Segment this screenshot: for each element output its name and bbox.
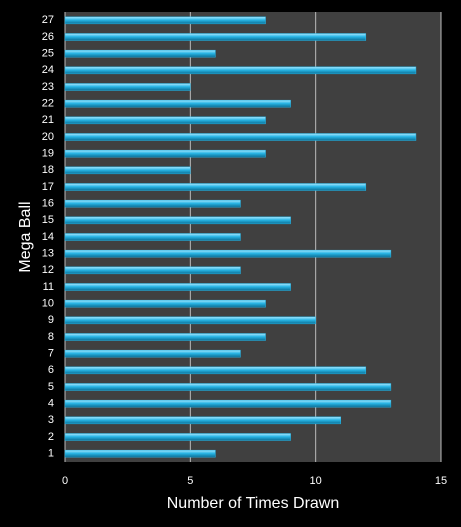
y-tick-label: 2 — [48, 431, 54, 443]
y-tick-label: 24 — [42, 64, 54, 76]
x-tick-label: 15 — [435, 475, 447, 487]
y-tick-label: 15 — [42, 214, 54, 226]
bar — [64, 166, 191, 175]
y-tick-label: 11 — [43, 281, 54, 293]
y-tick-label: 16 — [42, 198, 54, 210]
y-tick-label: 17 — [42, 181, 54, 193]
y-tick-label: 26 — [42, 31, 54, 43]
y-tick-label: 6 — [48, 364, 54, 376]
y-tick-label: 12 — [42, 264, 54, 276]
y-tick-label: 13 — [42, 248, 54, 260]
bar — [64, 116, 266, 125]
bar — [64, 299, 266, 308]
y-tick-label: 18 — [42, 164, 54, 176]
y-tick-label: 7 — [48, 348, 54, 360]
bar — [64, 449, 216, 458]
bar — [64, 383, 392, 391]
bar — [64, 183, 367, 191]
y-axis-title: Mega Ball — [17, 201, 34, 272]
y-tick-label: 10 — [42, 298, 54, 310]
bar — [64, 233, 241, 241]
x-tick-label: 10 — [310, 475, 322, 487]
y-tick-label: 1 — [48, 448, 54, 460]
y-tick-label: 25 — [42, 48, 54, 60]
bar — [64, 99, 291, 108]
bar — [64, 133, 417, 141]
y-tick-label: 23 — [42, 81, 54, 93]
bar — [64, 16, 266, 25]
bar — [64, 283, 291, 291]
bar — [64, 366, 367, 375]
bar — [64, 33, 367, 41]
bar — [64, 333, 266, 341]
y-tick-label: 4 — [48, 398, 54, 410]
bar — [64, 66, 417, 75]
bar — [64, 49, 216, 58]
bar — [64, 316, 316, 325]
bar — [64, 349, 241, 358]
y-tick-label: 19 — [42, 148, 54, 160]
bar — [64, 399, 392, 408]
y-tick-label: 8 — [48, 331, 54, 343]
bar — [64, 83, 191, 91]
y-tick-label: 3 — [48, 414, 54, 426]
bar — [64, 433, 291, 441]
y-tick-label: 27 — [42, 14, 54, 26]
y-tick-label: 21 — [42, 114, 54, 126]
bar — [64, 216, 291, 225]
y-tick-label: 22 — [42, 98, 54, 110]
bar — [64, 149, 266, 158]
y-tick-label: 9 — [48, 314, 54, 326]
x-tick-label: 0 — [62, 475, 68, 487]
bar — [64, 199, 241, 208]
y-tick-label: 20 — [42, 131, 54, 143]
y-tick-label: 14 — [42, 231, 54, 243]
x-axis-title: Number of Times Drawn — [167, 495, 340, 512]
y-tick-label: 5 — [48, 381, 54, 393]
bar — [64, 416, 341, 425]
bar — [64, 249, 392, 258]
x-tick-label: 5 — [187, 475, 193, 487]
bar — [64, 266, 241, 275]
